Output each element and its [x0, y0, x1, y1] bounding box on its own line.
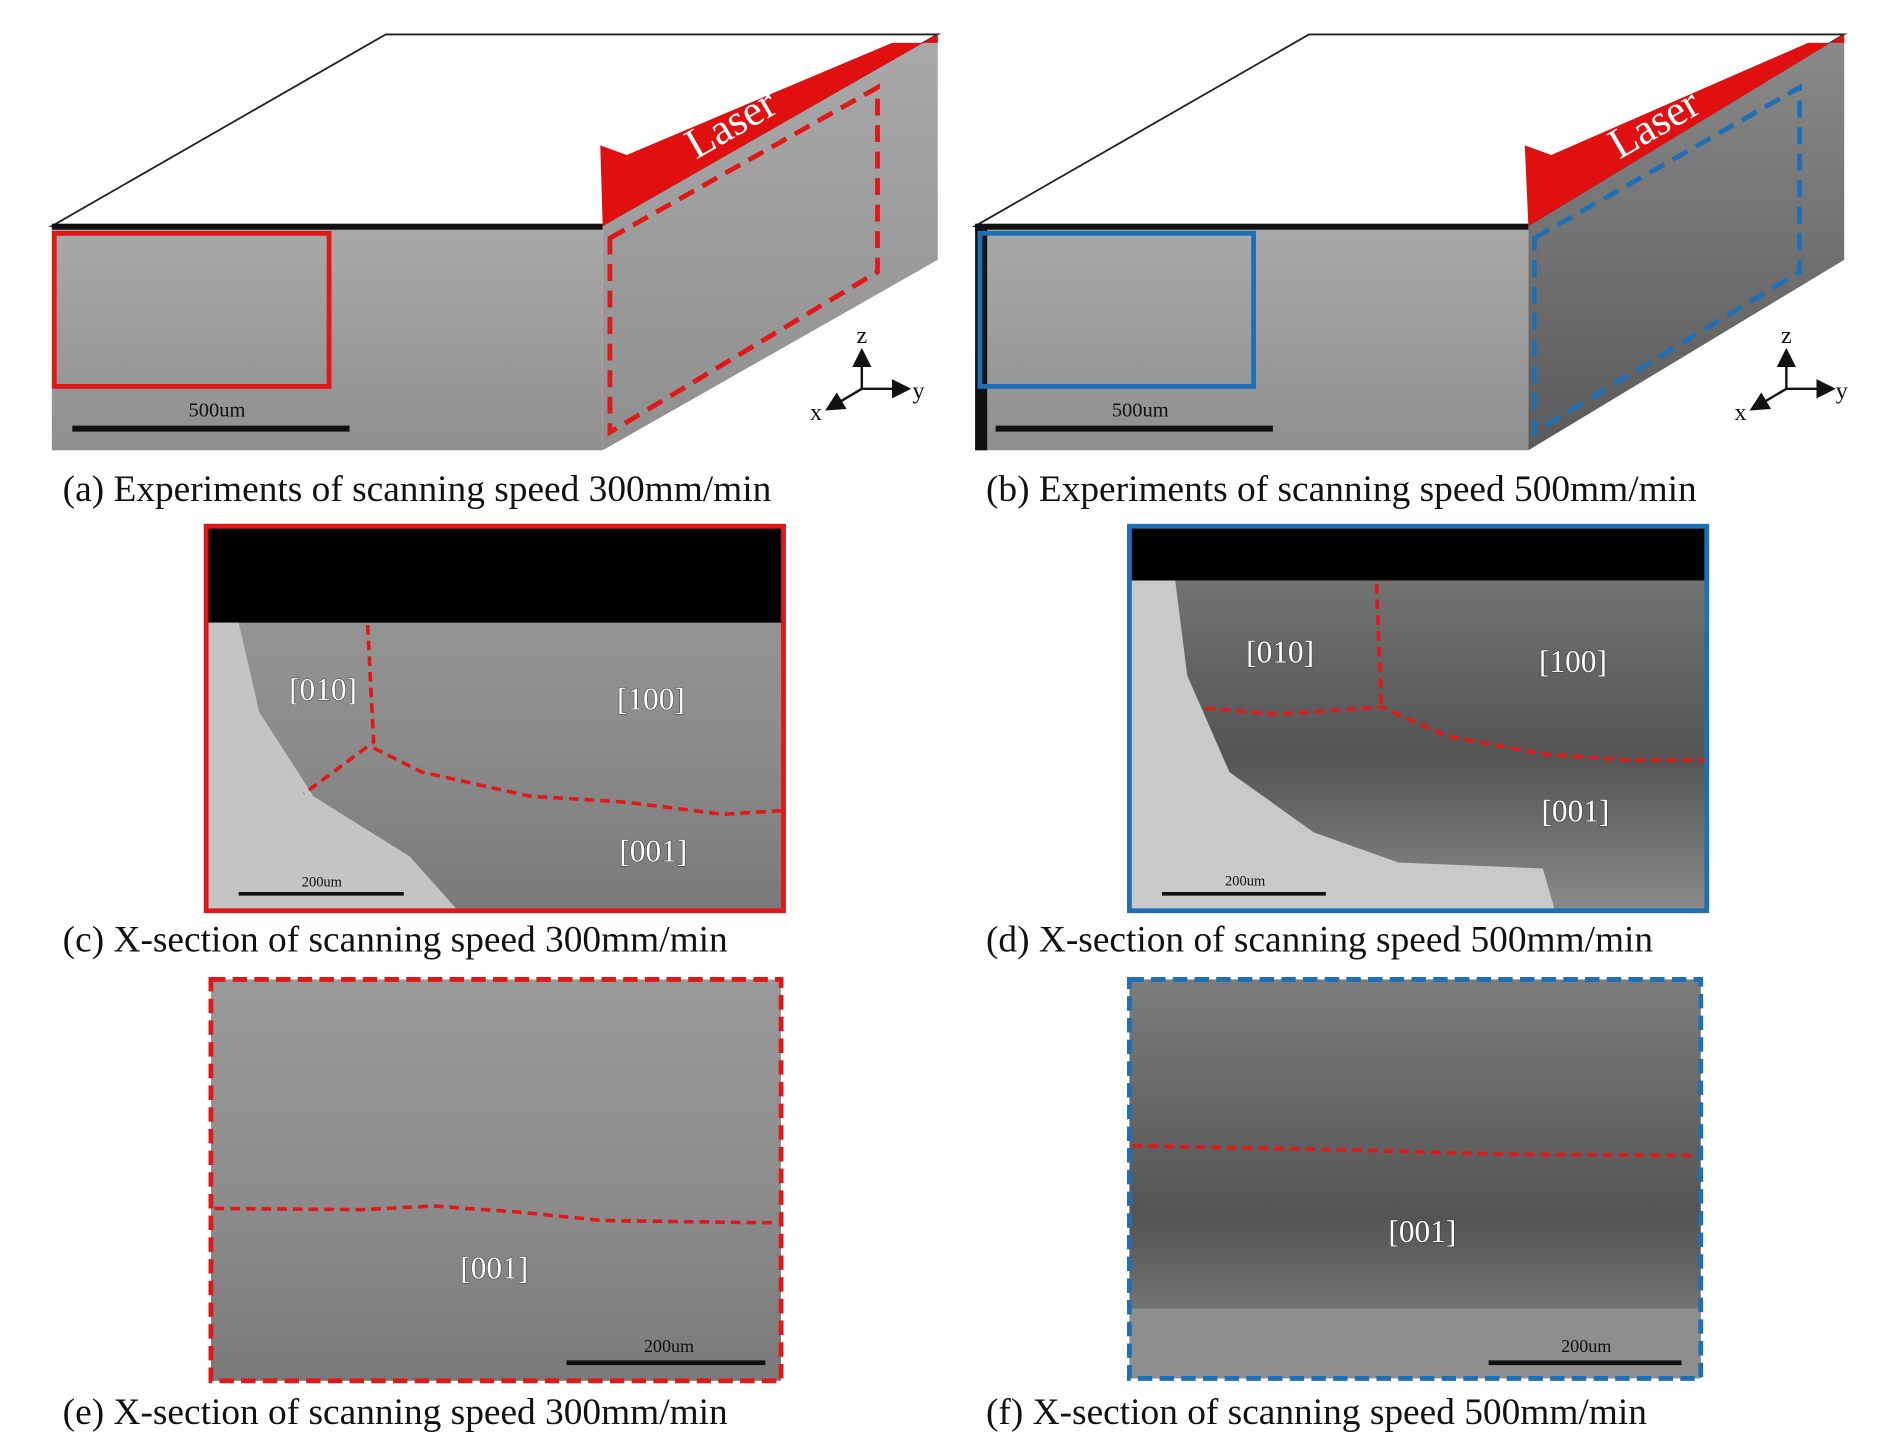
axis-x-label: x	[810, 400, 822, 426]
orientation-label: [010]	[1246, 634, 1314, 669]
panel-f: [001] 200um (f) X-section of scanning sp…	[986, 979, 1701, 1433]
orientation-label: [010]	[289, 672, 357, 707]
caption: (f) X-section of scanning speed 500mm/mi…	[986, 1392, 1647, 1433]
micrograph	[211, 979, 781, 1380]
panel-c: [010] [100] [001] 200um (c) X-section of…	[63, 526, 784, 960]
caption: (e) X-section of scanning speed 300mm/mi…	[63, 1392, 728, 1433]
orientation-label: [001]	[1541, 794, 1609, 829]
orientation-label: [100]	[1539, 644, 1607, 679]
scale-bar-label: 200um	[302, 875, 343, 891]
caption: (d) X-section of scanning speed 500mm/mi…	[986, 920, 1653, 961]
scale-bar-label: 500um	[189, 400, 246, 422]
orientation-label: [001]	[1388, 1214, 1456, 1249]
axis-x	[1754, 389, 1787, 408]
panel-a: Laser 500um z y x (a) Experiments of sca…	[52, 34, 938, 509]
scale-bar-label: 200um	[1225, 873, 1266, 889]
scale-bar-label: 200um	[644, 1336, 694, 1356]
axis-x	[829, 389, 862, 408]
axis-z-label: z	[1781, 323, 1792, 349]
axis-y-label: y	[912, 378, 924, 404]
mount-area	[206, 526, 783, 622]
panel-d: [010] [100] [001] 200um (d) X-section of…	[986, 526, 1707, 960]
axis-y-label: y	[1836, 378, 1848, 404]
caption: (a) Experiments of scanning speed 300mm/…	[63, 469, 772, 510]
caption: (b) Experiments of scanning speed 500mm/…	[986, 469, 1697, 510]
block-edge	[975, 224, 1528, 230]
axis-x-label: x	[1735, 400, 1747, 426]
panel-b: Laser 500um z y x (b) Experiments of sca…	[975, 34, 1848, 509]
figure: Laser 500um z y x (a) Experiments of sca…	[0, 0, 1890, 1449]
scale-bar-label: 500um	[1112, 400, 1169, 422]
mount-area	[1129, 526, 1706, 580]
scale-bar-label: 200um	[1561, 1336, 1611, 1356]
block-edge	[52, 224, 603, 230]
page: {"panels":[ {"caption":"(a) Experiments …	[0, 0, 1890, 1449]
orientation-label: [001]	[619, 833, 687, 868]
caption: (c) X-section of scanning speed 300mm/mi…	[63, 920, 728, 961]
axis-z-label: z	[856, 323, 867, 349]
orientation-label: [100]	[617, 681, 685, 716]
panel-e: [001] 200um (e) X-section of scanning sp…	[63, 979, 781, 1433]
orientation-label: [001]	[460, 1250, 528, 1285]
substrate	[1129, 1308, 1700, 1378]
